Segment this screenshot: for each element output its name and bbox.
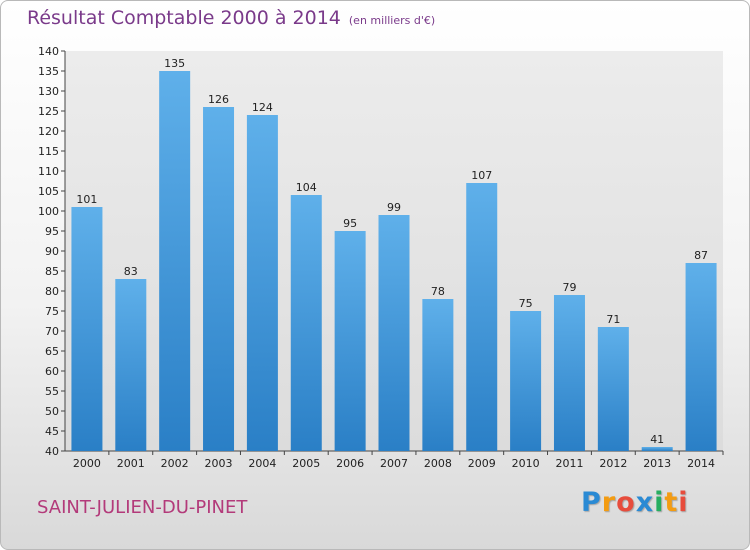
- y-tick-label: 115: [38, 145, 59, 158]
- bar: [685, 263, 717, 451]
- x-tick-label: 2005: [292, 457, 320, 470]
- bar-series: [71, 71, 717, 451]
- logo-letter: P: [581, 487, 602, 518]
- y-tick-label: 120: [38, 125, 59, 138]
- bar: [597, 327, 629, 451]
- value-label: 87: [694, 249, 708, 262]
- x-tick-label: 2012: [599, 457, 627, 470]
- value-label: 99: [387, 201, 401, 214]
- logo-letter: i: [678, 487, 689, 518]
- value-label: 126: [208, 93, 229, 106]
- y-tick-label: 40: [45, 445, 59, 458]
- chart-title-text: Résultat Comptable 2000 à 2014: [27, 7, 341, 29]
- x-tick-label: 2003: [205, 457, 233, 470]
- value-label: 101: [76, 193, 97, 206]
- bar: [290, 195, 322, 451]
- x-tick-label: 2001: [117, 457, 145, 470]
- y-tick-label: 50: [45, 405, 59, 418]
- y-tick-label: 105: [38, 185, 59, 198]
- bar: [203, 107, 235, 451]
- bar: [641, 447, 673, 451]
- y-tick-label: 55: [45, 385, 59, 398]
- bar: [378, 215, 410, 451]
- y-tick-label: 135: [38, 65, 59, 78]
- value-labels: 101 83 135 126 124 104 95 99 78 107 75 79 71 41 87: [76, 57, 708, 446]
- city-name: SAINT-JULIEN-DU-PINET: [37, 497, 248, 518]
- value-label: 83: [124, 265, 138, 278]
- y-tick-label: 70: [45, 325, 59, 338]
- x-tick-label: 2013: [643, 457, 671, 470]
- x-tick-label: 2014: [687, 457, 715, 470]
- x-tick-label: 2008: [424, 457, 452, 470]
- y-tick-label: 130: [38, 85, 59, 98]
- x-tick-label: 2000: [73, 457, 101, 470]
- y-tick-label: 95: [45, 225, 59, 238]
- y-tick-label: 80: [45, 285, 59, 298]
- y-tick-label: 65: [45, 345, 59, 358]
- value-label: 75: [519, 297, 533, 310]
- x-tick-label: 2006: [336, 457, 364, 470]
- logo-letter: i: [654, 487, 665, 518]
- y-tick-label: 45: [45, 425, 59, 438]
- bar: [115, 279, 147, 451]
- x-tick-label: 2009: [468, 457, 496, 470]
- x-tick-label: 2010: [512, 457, 540, 470]
- bar: [334, 231, 366, 451]
- y-tick-label: 75: [45, 305, 59, 318]
- logo-letter: t: [664, 487, 679, 518]
- value-label: 107: [471, 169, 492, 182]
- value-label: 124: [252, 101, 273, 114]
- logo-letter: o: [616, 487, 636, 518]
- logo-letter: r: [601, 487, 617, 518]
- proxiti-logo: Proxiti: [581, 487, 689, 518]
- logo-letter: x: [635, 487, 655, 518]
- bar: [71, 207, 103, 451]
- bar: [553, 295, 585, 451]
- y-tick-label: 110: [38, 165, 59, 178]
- y-tick-label: 60: [45, 365, 59, 378]
- bar: [510, 311, 542, 451]
- x-tick-label: 2002: [161, 457, 189, 470]
- chart-subtitle: (en milliers d'€): [348, 14, 436, 27]
- chart-title: Résultat Comptable 2000 à 2014 (en millie…: [27, 7, 435, 29]
- x-tick-label: 2011: [555, 457, 583, 470]
- bar: [466, 183, 498, 451]
- y-axis: 40 45 50 55 60 65 70 75 80 85 90 95 100 105 110 115 120 1…: [38, 45, 66, 458]
- value-label: 104: [296, 181, 317, 194]
- y-tick-label: 140: [38, 45, 59, 58]
- x-tick-label: 2007: [380, 457, 408, 470]
- value-label: 41: [650, 433, 664, 446]
- y-tick-label: 125: [38, 105, 59, 118]
- bar: [159, 71, 191, 451]
- y-tick-label: 100: [38, 205, 59, 218]
- y-tick-label: 90: [45, 245, 59, 258]
- value-label: 79: [562, 281, 576, 294]
- value-label: 78: [431, 285, 445, 298]
- value-label: 71: [606, 313, 620, 326]
- x-axis: 2000 2001 2002 2003 2004 2005 2006 2007 2008 2009…: [65, 450, 724, 470]
- value-label: 135: [164, 57, 185, 70]
- bar: [422, 299, 454, 451]
- bar: [246, 115, 278, 451]
- y-tick-label: 85: [45, 265, 59, 278]
- x-tick-label: 2004: [248, 457, 276, 470]
- value-label: 95: [343, 217, 357, 230]
